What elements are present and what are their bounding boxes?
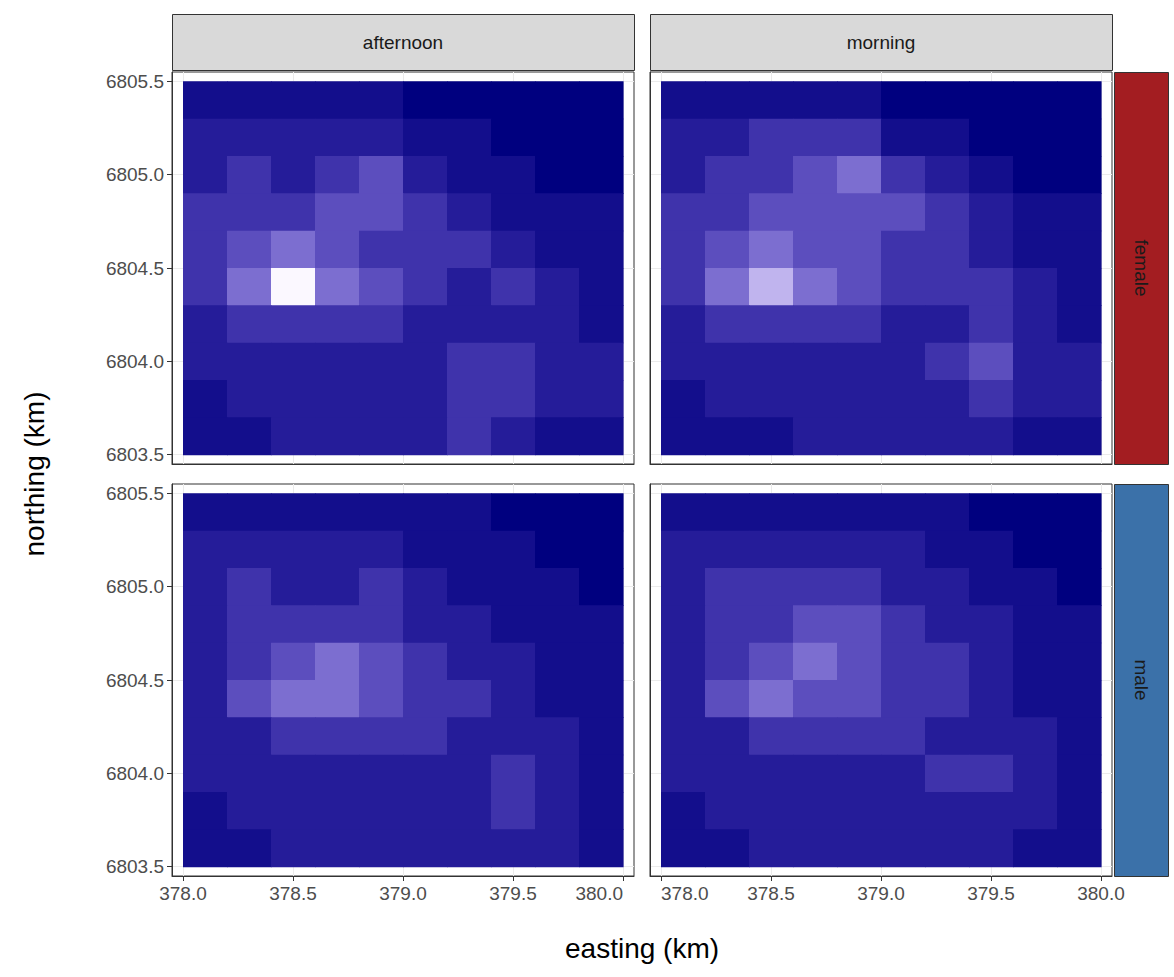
svg-text:378.5: 378.5 [747, 883, 795, 904]
svg-text:6803.5: 6803.5 [106, 444, 164, 465]
svg-text:6805.0: 6805.0 [106, 164, 164, 185]
svg-text:379.0: 379.0 [857, 883, 905, 904]
svg-text:6804.0: 6804.0 [106, 763, 164, 784]
svg-text:6804.5: 6804.5 [106, 670, 164, 691]
svg-text:afternoon: afternoon [363, 32, 443, 53]
svg-text:6803.5: 6803.5 [106, 856, 164, 877]
svg-text:northing (km): northing (km) [19, 392, 50, 557]
svg-text:380.0: 380.0 [1077, 883, 1125, 904]
svg-text:6804.0: 6804.0 [106, 351, 164, 372]
svg-text:379.0: 379.0 [379, 883, 427, 904]
svg-text:female: female [1131, 239, 1152, 296]
svg-text:378.0: 378.0 [661, 883, 709, 904]
svg-text:easting (km): easting (km) [565, 933, 719, 964]
svg-text:6805.5: 6805.5 [106, 483, 164, 504]
svg-text:6805.5: 6805.5 [106, 71, 164, 92]
svg-text:6804.5: 6804.5 [106, 258, 164, 279]
svg-text:male: male [1131, 659, 1152, 700]
svg-text:morning: morning [847, 32, 916, 53]
svg-text:378.0: 378.0 [159, 883, 207, 904]
svg-text:378.5: 378.5 [269, 883, 317, 904]
svg-text:6805.0: 6805.0 [106, 576, 164, 597]
svg-text:379.5: 379.5 [967, 883, 1015, 904]
svg-text:379.5: 379.5 [489, 883, 537, 904]
svg-text:380.0: 380.0 [575, 883, 623, 904]
